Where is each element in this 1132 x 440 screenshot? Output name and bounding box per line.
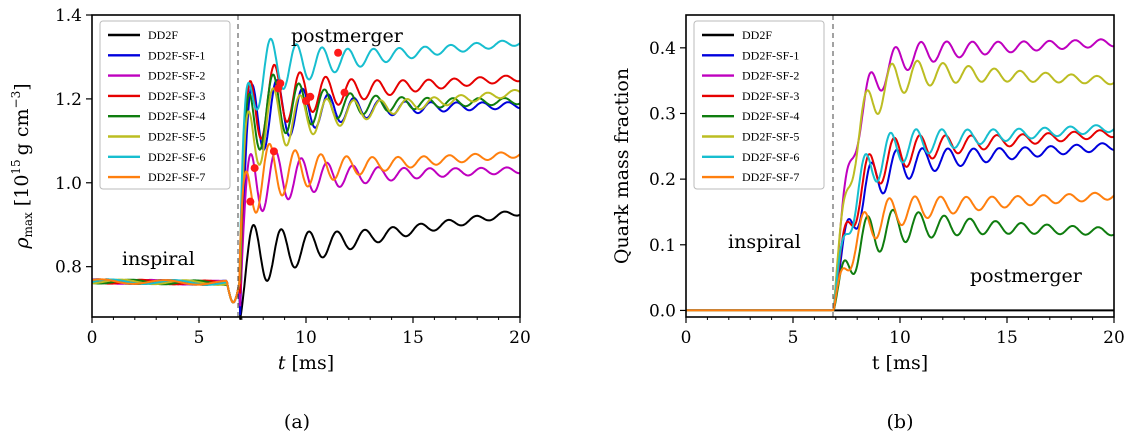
panel-a: 0 5 10 15 20 0.8 1.0 1.2 1.4 DD2F DD2F-SF-1 DD2F-S…: [9, 6, 531, 433]
legend-label: DD2F-SF-2: [742, 69, 799, 83]
panel-b-annot-postmerger: postmerger: [970, 265, 1083, 287]
x-tick-label: 10: [295, 328, 317, 348]
panel-b-caption: (b): [887, 411, 914, 433]
panel-b: 0 5 10 15 200.00.10.20.30.4 DD2FDD2F-SF-1DD2…: [611, 14, 1125, 433]
panel-b-ylabel: Quark mass fraction: [611, 68, 633, 264]
y-tick-label: 0.4: [649, 39, 676, 59]
y-tick-label: 1.0: [55, 174, 82, 194]
panel-a-ylabel-units: [10: [11, 175, 33, 207]
panel-b-legend: DD2F DD2F-SF-1 DD2F-SF-2 DD2F-SF-3 DD2F-SF-4…: [693, 20, 825, 190]
panel-b-xlabel: t [ms]: [872, 352, 928, 374]
y-tick-label: 0.3: [649, 104, 676, 124]
legend-label: DD2F: [742, 28, 772, 42]
panel-b-annot-inspiral: inspiral: [728, 231, 801, 253]
panel-a-annot-inspiral: inspiral: [122, 248, 195, 270]
panel-b-series-lines: [685, 38, 1115, 312]
panel-a-ylabel: ρmax [1015 g cm−3]: [9, 83, 35, 249]
legend-box: [693, 20, 825, 190]
y-tick-label: 0.2: [649, 170, 676, 190]
x-tick-label: 20: [1103, 328, 1125, 348]
panel-a-caption: (a): [284, 411, 310, 433]
panel-a-ylabel-exp: 15: [9, 159, 23, 174]
y-tick-label: 1.4: [55, 6, 82, 26]
panel-a-xlabel-var: t: [278, 352, 286, 374]
panel-a-annot-postmerger: postmerger: [291, 25, 404, 47]
legend-label: DD2F-SF-3: [148, 89, 205, 103]
x-tick-label: 0: [681, 328, 692, 348]
transition-marker: [276, 79, 285, 88]
legend-label: DD2F-SF-6: [148, 150, 205, 164]
transition-marker: [246, 197, 255, 206]
x-tick-label: 10: [889, 328, 911, 348]
panel-a-ylabel-exp2: −3: [9, 91, 23, 109]
transition-marker: [306, 92, 315, 101]
panel-a-ylabel-sub: max: [21, 212, 35, 238]
panel-a-markers: [246, 48, 349, 206]
transition-marker: [269, 147, 278, 156]
legend-label: DD2F-SF-2: [148, 69, 205, 83]
y-tick-label: 0.0: [649, 301, 676, 321]
legend-label: DD2F-SF-3: [742, 89, 799, 103]
x-tick-label: 5: [788, 328, 799, 348]
y-tick-label: 0.8: [55, 258, 82, 278]
y-tick-label: 1.2: [55, 90, 82, 110]
x-tick-label: 15: [996, 328, 1018, 348]
panel-b-ticks: 0 5 10 15 20 0.0 0.1 0.2 0.3 0.4: [649, 39, 1125, 348]
legend-label: DD2F-SF-1: [148, 48, 205, 62]
svg-text:ρmax[1015g cm−3]: ρmax [1015 g cm−3]: [9, 83, 35, 249]
transition-marker: [340, 88, 349, 97]
legend-label: DD2F-SF-1: [742, 48, 799, 62]
panel-a-ylabel-rho: ρ: [11, 237, 33, 250]
y-tick-label: 0.1: [649, 236, 676, 256]
x-tick-label: 20: [509, 328, 531, 348]
legend-label: DD2F-SF-4: [148, 109, 205, 123]
legend-label: DD2F-SF-5: [148, 130, 205, 144]
legend-label: DD2F-SF-6: [742, 150, 799, 164]
panel-a-ticks: 0 5 10 15 20 0.8 1.0 1.2 1.4: [55, 6, 531, 348]
series-line-dd2f-sf-7: [91, 142, 521, 304]
series-line-dd2f-sf-6: [91, 37, 521, 304]
legend-label: DD2F-SF-5: [742, 130, 799, 144]
panel-a-ylabel-units2: g cm: [11, 108, 33, 155]
series-line-dd2f-sf-7: [685, 191, 1115, 312]
legend-label: DD2F-SF-7: [742, 170, 799, 184]
panel-a-series-lines: [91, 37, 521, 320]
legend-label: DD2F-SF-7: [148, 170, 205, 184]
transition-marker: [250, 164, 259, 173]
panel-a-legend: DD2F DD2F-SF-1 DD2F-SF-2 DD2F-SF-3 DD2F-SF-4…: [99, 20, 231, 190]
series-line-dd2f-sf-5: [91, 87, 521, 304]
x-tick-label: 15: [402, 328, 424, 348]
transition-marker: [334, 48, 343, 57]
legend-box: [99, 20, 231, 190]
x-tick-label: 5: [194, 328, 205, 348]
legend-label: DD2F-SF-4: [742, 109, 799, 123]
legend-label: DD2F: [148, 28, 178, 42]
panel-a-xlabel: t [ms]: [278, 352, 334, 374]
x-tick-label: 0: [87, 328, 98, 348]
panel-a-ylabel-close: ]: [11, 83, 33, 90]
panel-a-xlabel-unit: [ms]: [292, 352, 335, 374]
